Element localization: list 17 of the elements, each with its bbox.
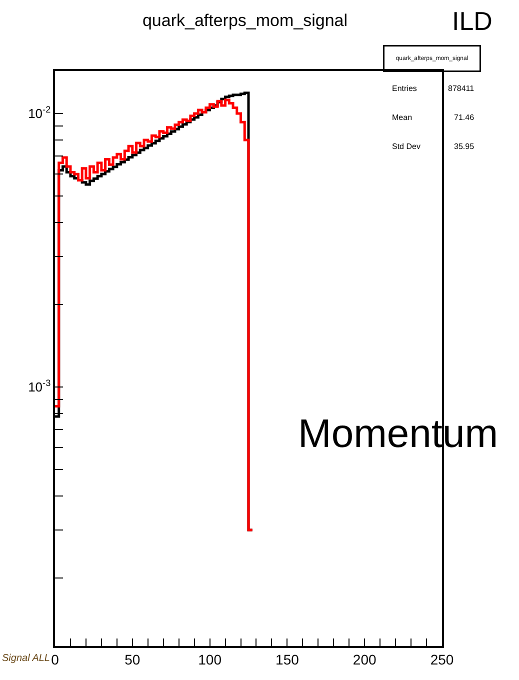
x-tick-label: 250 bbox=[430, 652, 454, 668]
x-tick-label: 100 bbox=[198, 652, 222, 668]
text: 35.95 bbox=[454, 142, 475, 151]
y-tick-label: 10$^{-3}$ bbox=[28, 378, 51, 395]
text: Signal ALL bbox=[2, 653, 50, 664]
annotation: Std Dev bbox=[392, 142, 420, 151]
x-tick-label: 50 bbox=[124, 652, 140, 668]
x-tick-label: 0 bbox=[51, 652, 60, 668]
x-tick-label: 150 bbox=[276, 652, 300, 668]
text: 878411 bbox=[448, 84, 475, 93]
y-tick-label: 10$^{-2}$ bbox=[28, 104, 51, 122]
annotation: Mean bbox=[392, 113, 412, 122]
text: ILD bbox=[452, 6, 492, 36]
annotation: Entries bbox=[392, 84, 417, 93]
text: 71.46 bbox=[454, 113, 475, 122]
chart-title: quark_afterps_mom_signal bbox=[142, 10, 348, 30]
x-tick-label: 200 bbox=[352, 652, 376, 668]
